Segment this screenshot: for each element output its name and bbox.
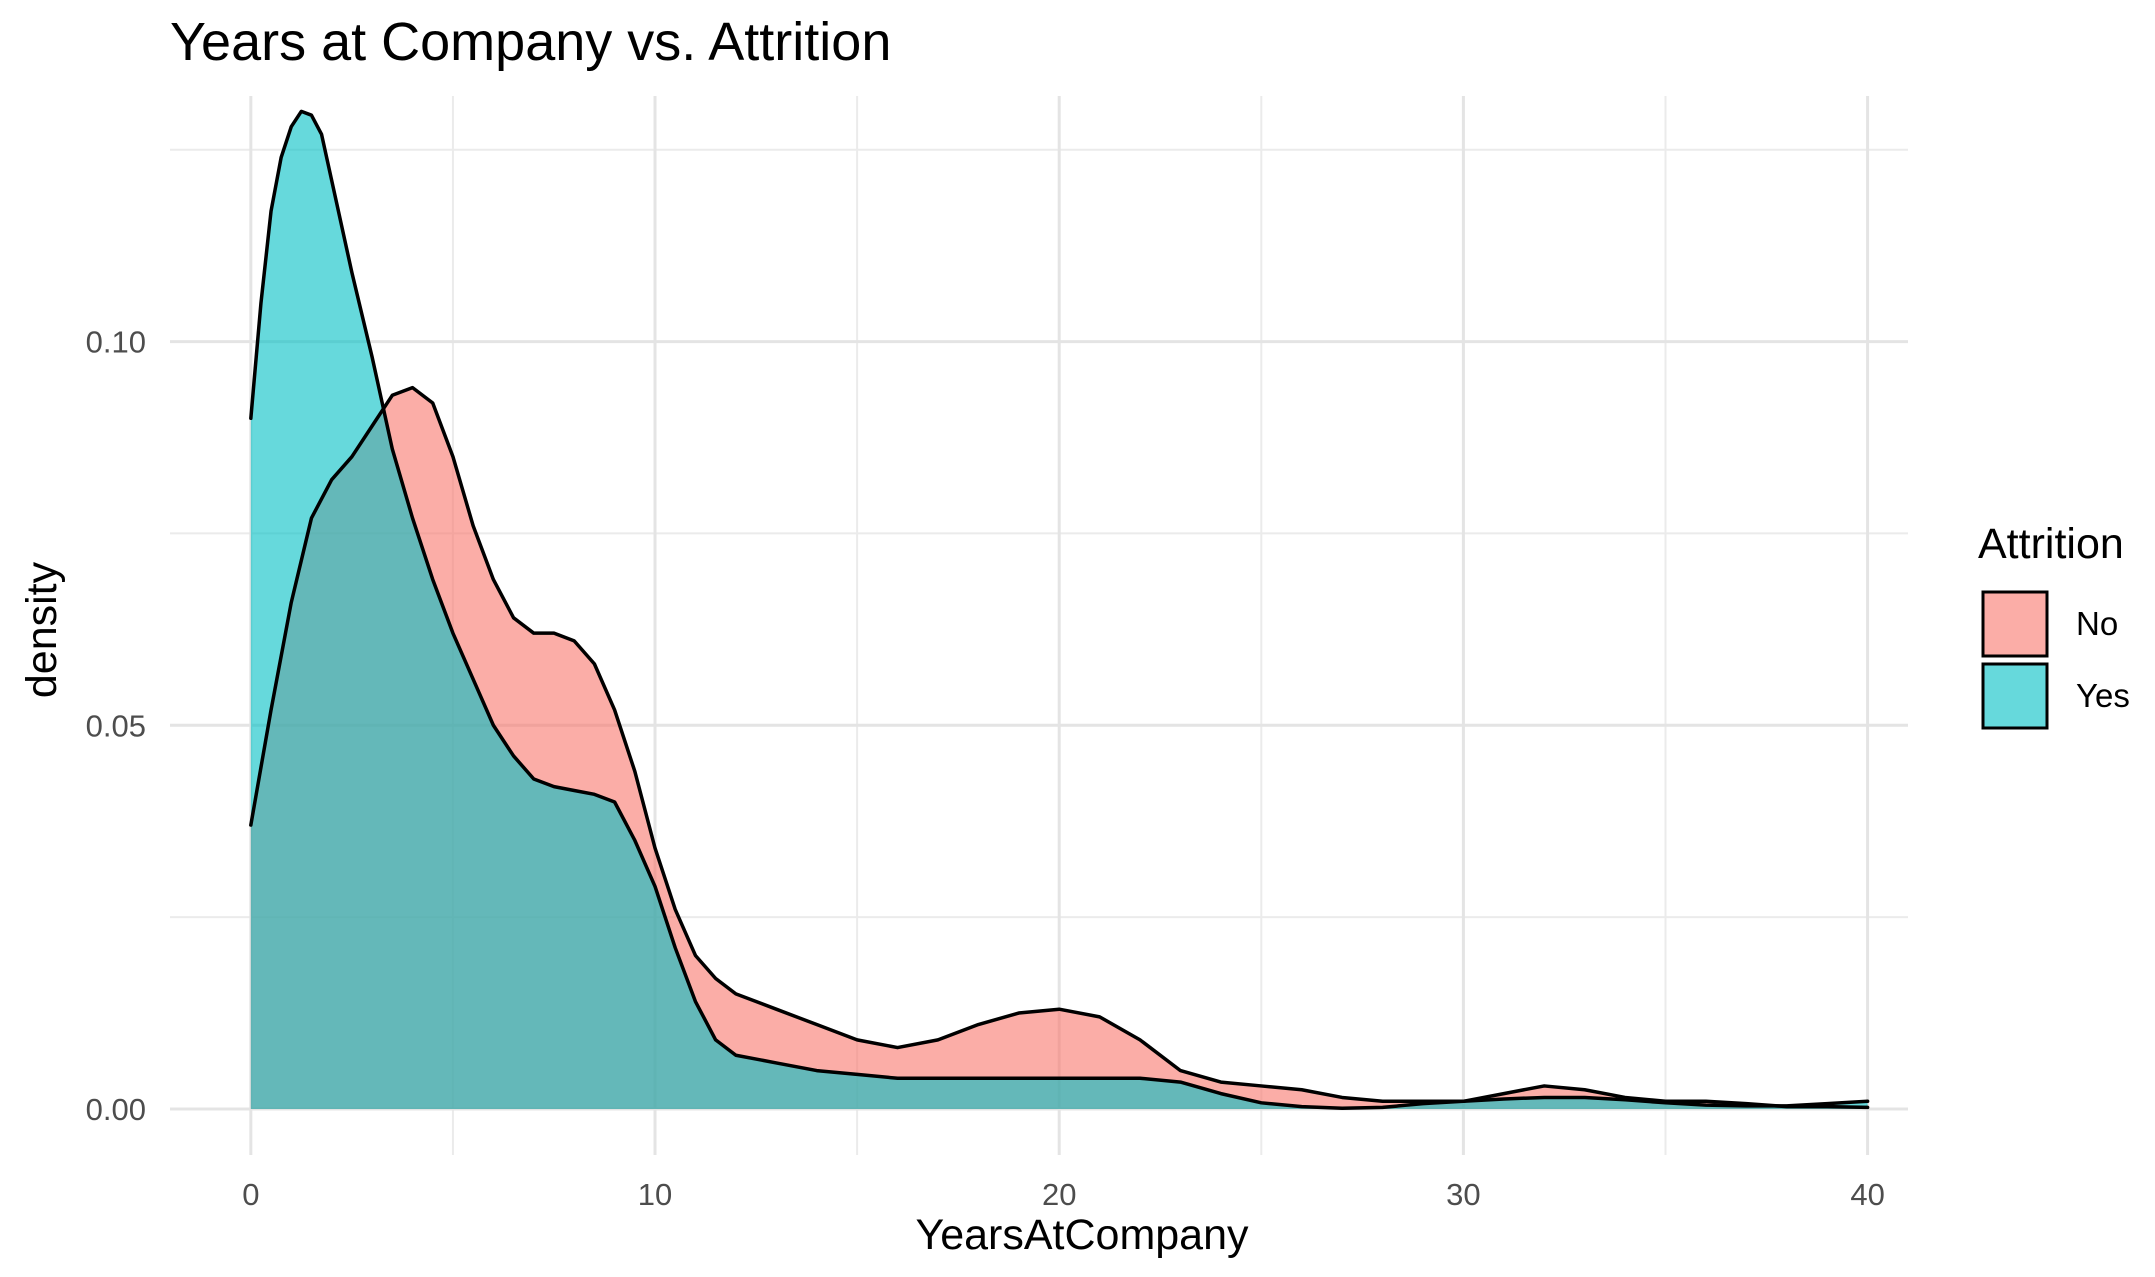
x-tick-label: 30 xyxy=(1446,1177,1480,1212)
density-line-yes xyxy=(249,109,1870,1110)
x-axis-title: YearsAtCompany xyxy=(915,1211,1249,1259)
legend-label-yes: Yes xyxy=(2076,677,2130,714)
density-areas xyxy=(249,109,1870,1110)
x-tick-label: 20 xyxy=(1042,1177,1076,1212)
legend-title: Attrition xyxy=(1978,520,2124,568)
y-tick-label: 0.05 xyxy=(86,708,146,743)
y-axis-title: density xyxy=(18,561,66,698)
x-tick-label: 40 xyxy=(1850,1177,1884,1212)
axes: 0 10 20 30 40 0.00 0.05 0.10 xyxy=(86,325,1885,1212)
density-line-no xyxy=(249,385,1870,1110)
legend-key-yes xyxy=(1981,662,2049,730)
x-tick-label: 0 xyxy=(242,1177,259,1212)
y-tick-label: 0.10 xyxy=(86,325,146,360)
grid-layer xyxy=(170,96,1908,1155)
chart-title: Years at Company vs. Attrition xyxy=(170,12,891,72)
y-tick-label: 0.00 xyxy=(86,1092,146,1127)
x-tick-label: 10 xyxy=(638,1177,672,1212)
density-fill-yes xyxy=(250,111,1868,1109)
legend-key-no xyxy=(1981,590,2049,658)
legend-label-no: No xyxy=(2076,605,2118,642)
legend: Attrition No Yes xyxy=(1978,520,2130,730)
